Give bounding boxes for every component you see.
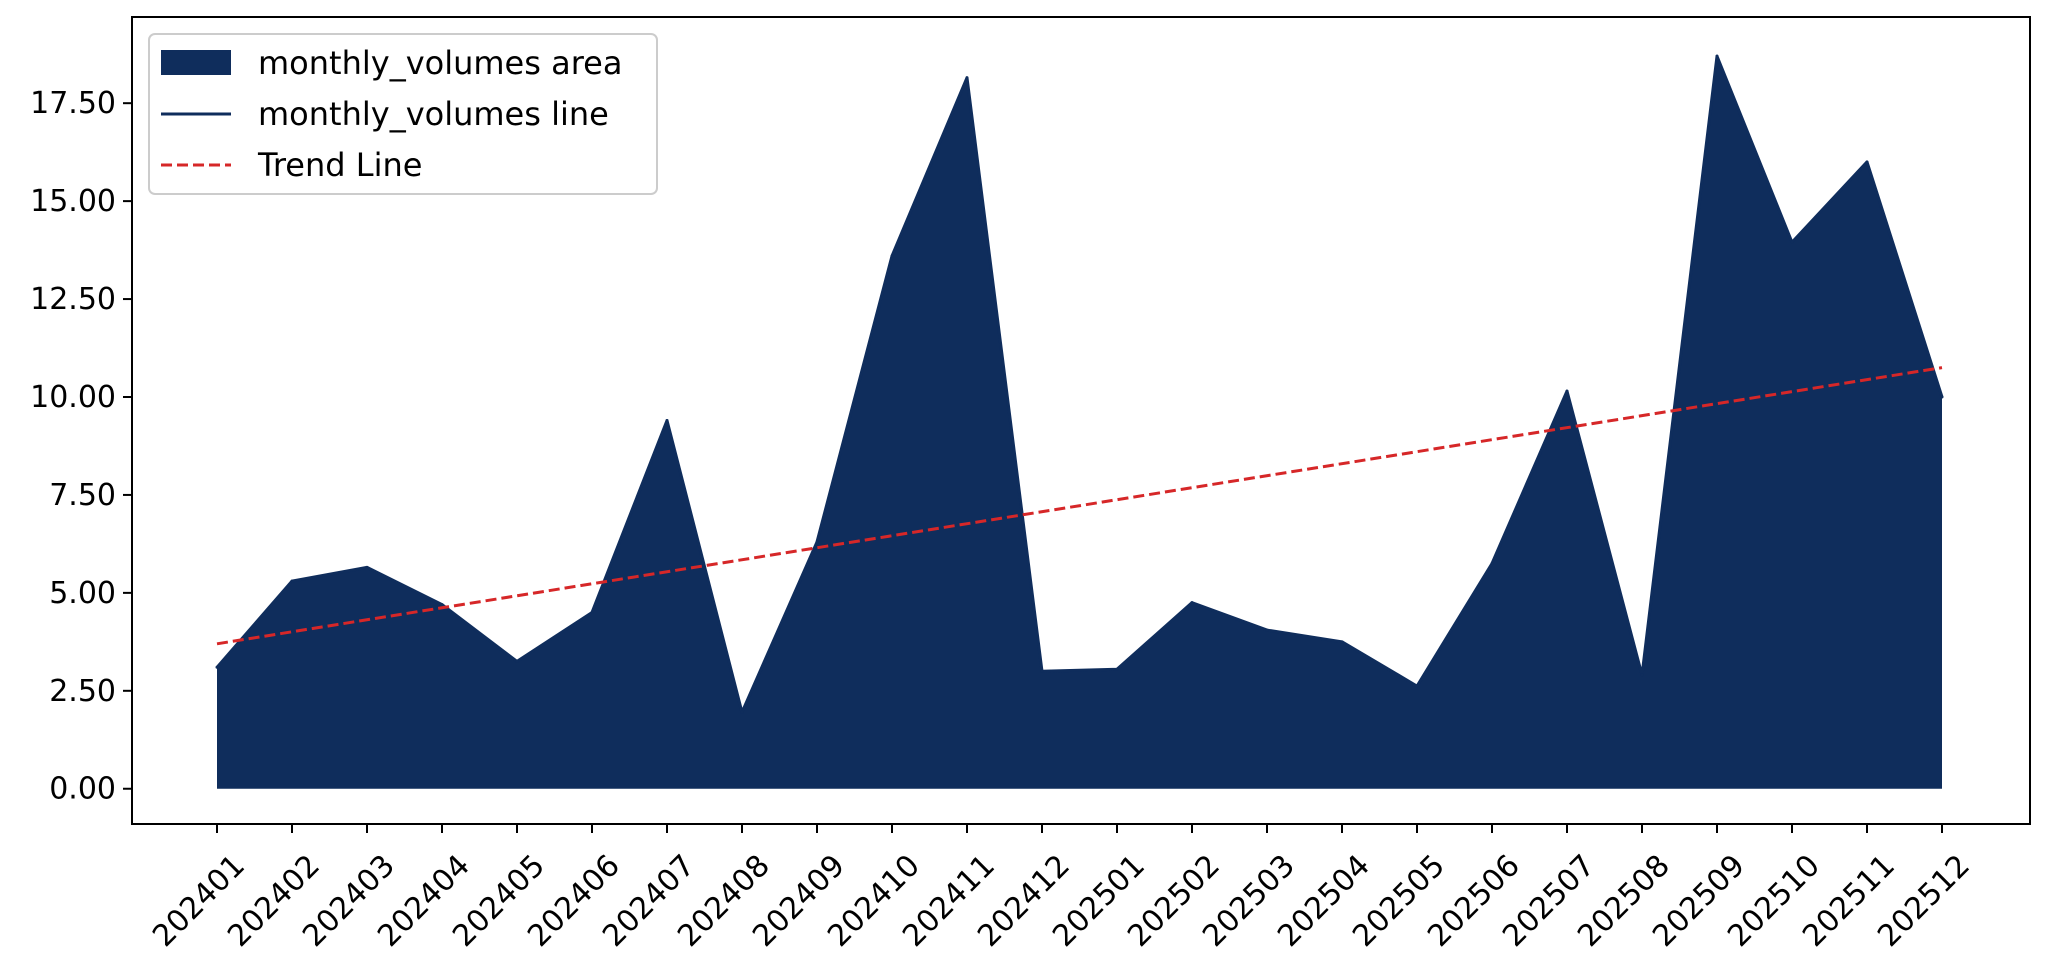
- y-tick-label: 15.00: [30, 184, 116, 219]
- data-point: [590, 610, 594, 614]
- legend: monthly_volumes area monthly_volumes lin…: [148, 33, 658, 195]
- data-point: [815, 540, 819, 544]
- y-tick-label: 2.50: [49, 674, 116, 709]
- data-point: [740, 710, 744, 714]
- data-point: [1265, 628, 1269, 632]
- series-line-monthly-volumes: [215, 54, 1944, 714]
- plot-frame: [131, 16, 2031, 825]
- data-point: [1490, 561, 1494, 565]
- data-point: [965, 76, 969, 80]
- data-point: [1640, 673, 1644, 677]
- y-tick-label: 5.00: [49, 576, 116, 611]
- data-point: [665, 419, 669, 422]
- data-point: [1790, 240, 1794, 244]
- y-tick-label: 10.00: [30, 380, 116, 415]
- data-point: [1340, 640, 1344, 644]
- y-tick-label: 0.00: [49, 772, 116, 807]
- y-tick-label: 12.50: [30, 282, 116, 317]
- data-point: [215, 665, 219, 669]
- series-area-monthly-volumes: [217, 56, 1942, 789]
- data-point: [1190, 601, 1194, 605]
- legend-label-line: monthly_volumes line: [258, 95, 609, 133]
- y-tick-label: 17.50: [30, 86, 116, 121]
- data-point: [1940, 395, 1944, 399]
- data-point: [1115, 667, 1119, 671]
- legend-box: [148, 33, 658, 195]
- data-point: [890, 254, 894, 258]
- data-point: [290, 579, 294, 583]
- legend-label-trend: Trend Line: [257, 146, 422, 184]
- plot-layer: [215, 54, 1944, 789]
- data-point: [1865, 160, 1869, 164]
- series-trend-line: [216, 366, 1943, 646]
- data-point: [1565, 389, 1569, 393]
- data-point: [365, 565, 369, 569]
- data-point: [515, 659, 519, 663]
- data-point: [440, 603, 444, 607]
- legend-label-area: monthly_volumes area: [258, 44, 622, 82]
- data-point: [1415, 684, 1419, 688]
- data-point: [1040, 669, 1044, 673]
- legend-area-swatch: [161, 50, 231, 75]
- data-point: [1715, 54, 1719, 58]
- y-tick-label: 7.50: [49, 478, 116, 513]
